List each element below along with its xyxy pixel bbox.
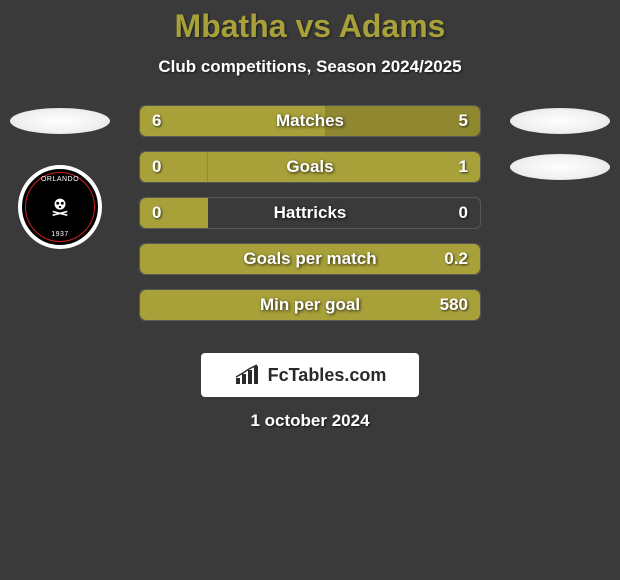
stat-bar-goals-per-match: Goals per match 0.2 [139,243,481,275]
stat-label: Hattricks [274,203,347,223]
stat-value-right: 0 [459,203,468,223]
stat-value-left: 6 [152,111,161,131]
stat-row: 6 Matches 5 [0,105,620,137]
stat-value-right: 0.2 [444,249,468,269]
stat-label: Goals per match [243,249,376,269]
orlando-pirates-badge: ORLANDO 1937 [18,165,102,249]
stat-value-left: 0 [152,157,161,177]
stat-bar-matches: 6 Matches 5 [139,105,481,137]
player-left-top-ellipse [10,108,110,134]
stat-row: ORLANDO 1937 0 Goals 1 [0,151,620,183]
comparison-card: Mbatha vs Adams Club competitions, Seaso… [0,0,620,431]
date-line: 1 october 2024 [0,411,620,431]
stat-label: Goals [286,157,333,177]
skull-crossbones-icon [49,195,71,217]
brand-box[interactable]: FcTables.com [201,353,419,397]
left-badge-slot [10,108,110,134]
right-badge-slot [510,108,610,134]
page-title: Mbatha vs Adams [0,8,620,45]
bar-fill-left-cap [140,152,208,182]
player-right-top-ellipse [510,108,610,134]
stat-bar-min-per-goal: Min per goal 580 [139,289,481,321]
stat-value-right: 5 [459,111,468,131]
bar-fill-right [325,106,480,136]
badge-year: 1937 [51,231,69,238]
stats-area: 6 Matches 5 ORLANDO [0,105,620,341]
stat-bar-goals: 0 Goals 1 [139,151,481,183]
stat-value-right: 1 [459,157,468,177]
stat-value-right: 580 [440,295,468,315]
left-badge-slot: ORLANDO 1937 [10,145,110,249]
brand-label: FcTables.com [268,365,387,386]
stat-label: Min per goal [260,295,360,315]
bar-chart-icon [234,364,262,386]
bar-fill-left [140,198,208,228]
stat-bar-hattricks: 0 Hattricks 0 [139,197,481,229]
stat-value-left: 0 [152,203,161,223]
right-badge-slot [510,154,610,180]
stat-row: Min per goal 580 [0,289,620,321]
player-right-bottom-ellipse [510,154,610,180]
badge-text-top: ORLANDO [41,176,79,183]
stat-label: Matches [276,111,344,131]
subtitle: Club competitions, Season 2024/2025 [0,57,620,77]
